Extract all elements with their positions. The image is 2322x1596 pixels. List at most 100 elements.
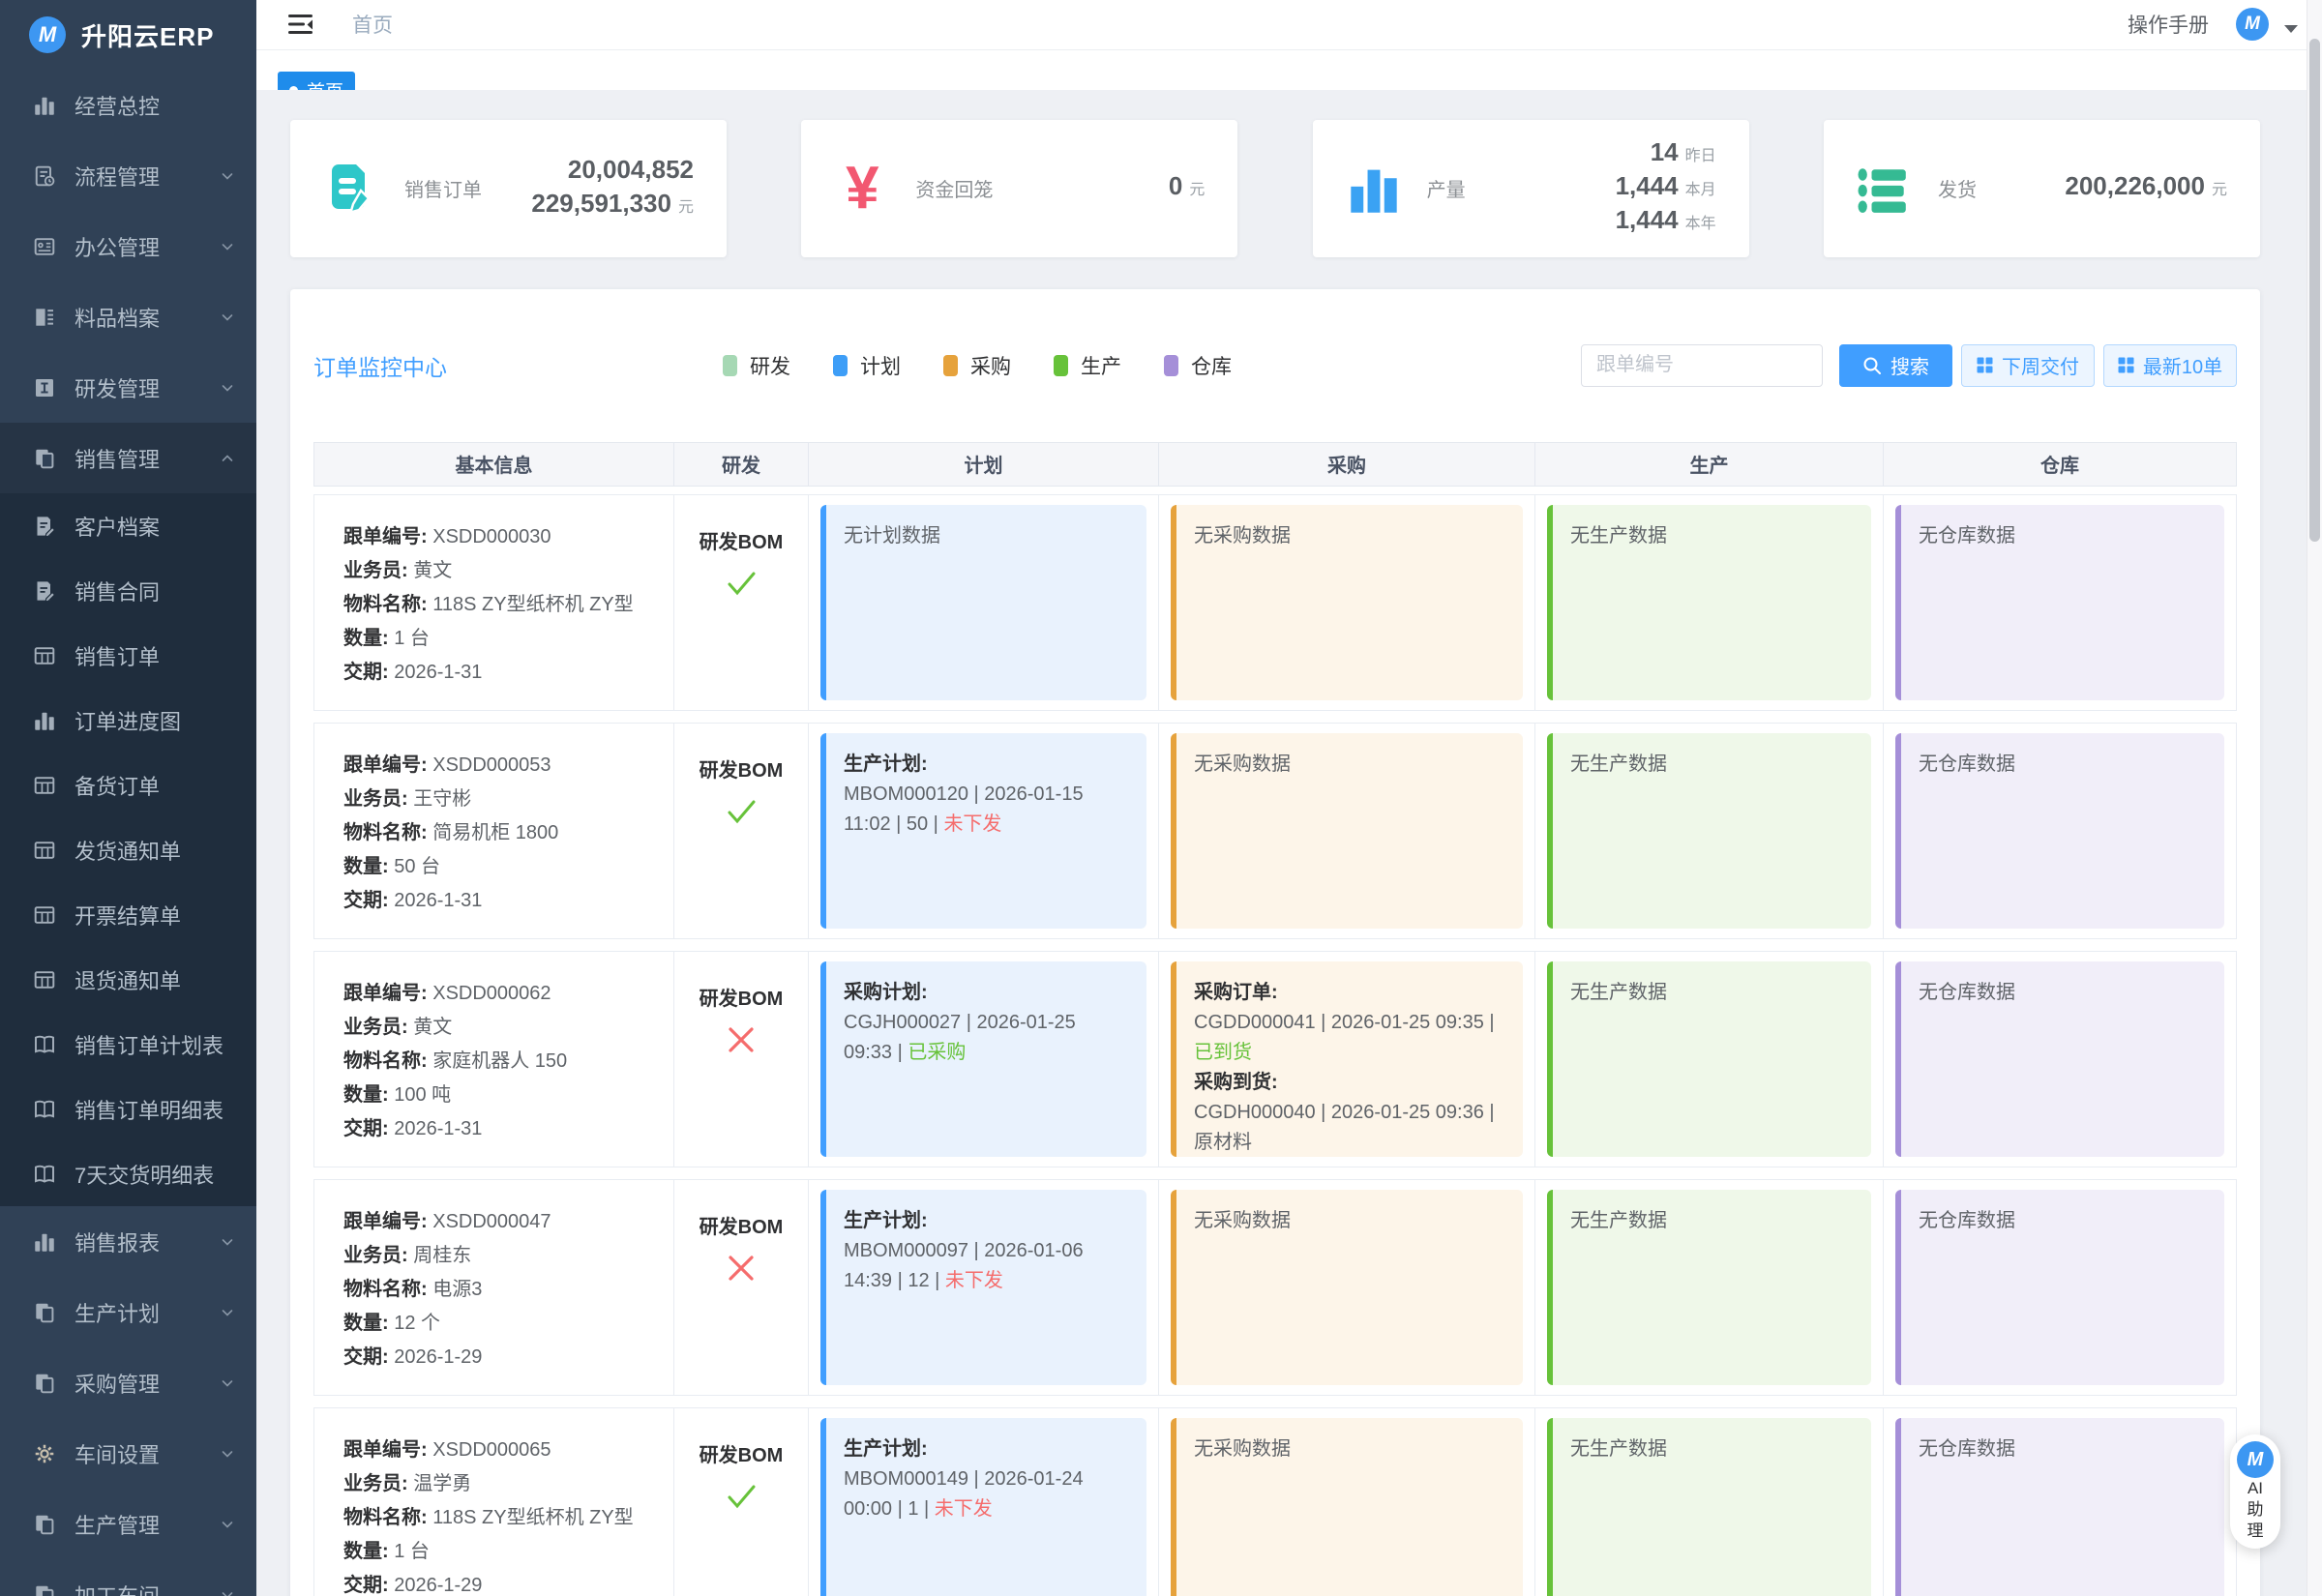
sidebar-item-customer-archive[interactable]: 客户档案 bbox=[0, 493, 256, 558]
search-button[interactable]: 搜索 bbox=[1839, 343, 1952, 387]
cell-production: 无生产数据 bbox=[1535, 951, 1884, 1167]
info-line: 业务员: 王守彬 bbox=[343, 787, 472, 810]
legend-color-chip bbox=[1054, 354, 1068, 376]
scrollbar-thumb[interactable] bbox=[2309, 39, 2320, 542]
sales-order-doc-icon bbox=[332, 163, 371, 215]
stat-card-label: 销售订单 bbox=[404, 180, 482, 202]
info-line: 交期: 2026-1-29 bbox=[343, 1574, 483, 1596]
sidebar-item-order-progress[interactable]: 订单进度图 bbox=[0, 688, 256, 753]
breadcrumb[interactable]: 首页 bbox=[352, 15, 393, 38]
plan-status-box: 采购计划: CGJH000027 | 2026-01-25 09:33 | 已采购 bbox=[820, 961, 1146, 1157]
status-empty-text: 无采购数据 bbox=[1194, 524, 1291, 547]
ai-assistant-label: AI bbox=[2247, 1479, 2264, 1497]
cell-rd-status: 研发BOM bbox=[674, 1179, 809, 1395]
sidebar-item-production-plan[interactable]: 生产计划 bbox=[0, 1277, 256, 1347]
search-input[interactable] bbox=[1581, 343, 1823, 387]
box-icon bbox=[33, 306, 56, 329]
legend-label: 仓库 bbox=[1191, 355, 1232, 378]
chevron-down-icon bbox=[220, 239, 235, 254]
legend-label: 生产 bbox=[1081, 355, 1121, 378]
app-logo-icon: M bbox=[29, 16, 66, 53]
sidebar-item-business-overview[interactable]: 经营总控 bbox=[0, 70, 256, 140]
chevron-down-icon bbox=[220, 1234, 235, 1250]
status-line-title: 生产计划: bbox=[844, 1209, 928, 1231]
table-row: 跟单编号: XSDD000047 业务员: 周桂东 物料名称: 电源3 数量: 12 … bbox=[313, 1178, 2237, 1396]
rd-bom-label: 研发BOM bbox=[699, 759, 784, 782]
user-menu-caret-icon[interactable] bbox=[2284, 25, 2298, 34]
stat-value-line: 200,226,000 元 bbox=[2065, 171, 2227, 201]
ai-assistant-button[interactable]: M AI 助 理 bbox=[2230, 1434, 2280, 1549]
stat-value-line: 1,444 本月 bbox=[1615, 171, 1716, 201]
column-header-production: 生产 bbox=[1535, 442, 1884, 486]
tags-view-bar: 首页 bbox=[256, 49, 2322, 90]
sidebar-item-label: 开票结算单 bbox=[74, 903, 182, 929]
next-week-delivery-button[interactable]: 下周交付 bbox=[1961, 343, 2095, 387]
user-avatar[interactable]: M bbox=[2236, 8, 2269, 42]
info-line: 数量: 50 台 bbox=[343, 855, 441, 877]
sidebar-item-workshop-settings[interactable]: 车间设置 bbox=[0, 1418, 256, 1489]
sidebar-item-label: 发货通知单 bbox=[74, 839, 182, 864]
status-line-title: 采购计划: bbox=[844, 981, 928, 1003]
sidebar-item-return-notice[interactable]: 退货通知单 bbox=[0, 947, 256, 1012]
cell-warehouse: 无仓库数据 bbox=[1884, 724, 2236, 938]
status-empty-text: 无仓库数据 bbox=[1919, 753, 2015, 775]
tab-home[interactable]: 首页 bbox=[278, 71, 356, 90]
sidebar-item-process-mgmt[interactable]: 流程管理 bbox=[0, 140, 256, 211]
table-icon bbox=[33, 968, 56, 991]
latest-10-orders-button[interactable]: 最新10单 bbox=[2103, 343, 2237, 387]
info-line: 交期: 2026-1-29 bbox=[343, 1345, 483, 1368]
status-empty-text: 无仓库数据 bbox=[1919, 1209, 2015, 1231]
stat-card-values: 200,226,000 元 bbox=[2065, 171, 2227, 205]
rd-bom-label: 研发BOM bbox=[699, 531, 784, 553]
rd-bom-label: 研发BOM bbox=[699, 988, 784, 1010]
book-icon bbox=[33, 1098, 56, 1121]
bars-icon bbox=[1346, 161, 1402, 217]
stat-value-line: 14 昨日 bbox=[1650, 137, 1716, 167]
table-icon bbox=[33, 903, 56, 927]
cell-purchase: 无采购数据 bbox=[1159, 723, 1535, 938]
sidebar-item-sales-contract[interactable]: 销售合同 bbox=[0, 558, 256, 623]
warehouse-status-box: 无仓库数据 bbox=[1895, 732, 2224, 929]
cell-warehouse: 无仓库数据 bbox=[1884, 1408, 2236, 1596]
status-line-detail: CGDH000040 | 2026-01-25 09:36 | 原材料 bbox=[1194, 1101, 1495, 1153]
pages-icon bbox=[33, 447, 56, 470]
sidebar-item-sales-mgmt[interactable]: 销售管理 bbox=[0, 423, 256, 493]
production-status-box: 无生产数据 bbox=[1547, 732, 1871, 929]
sidebar-item-rd-mgmt[interactable]: 研发管理 bbox=[0, 352, 256, 423]
stat-value-line: 1,444 本年 bbox=[1615, 205, 1716, 235]
stat-value-line: 20,004,852 bbox=[567, 154, 694, 184]
sidebar-item-shipping-notice[interactable]: 发货通知单 bbox=[0, 817, 256, 882]
column-header-basic-info: 基本信息 bbox=[314, 442, 674, 486]
sidebar-item-invoice-settlement[interactable]: 开票结算单 bbox=[0, 882, 256, 947]
table-row: 跟单编号: XSDD000065 业务员: 温学勇 物料名称: 118S ZY型纸杯… bbox=[313, 1406, 2237, 1596]
manual-link[interactable]: 操作手册 bbox=[2128, 15, 2209, 38]
status-empty-text: 无仓库数据 bbox=[1919, 524, 2015, 547]
sidebar-item-production-mgmt[interactable]: 生产管理 bbox=[0, 1489, 256, 1559]
sidebar-item-stock-order[interactable]: 备货订单 bbox=[0, 753, 256, 817]
sidebar-item-sales-order-plan[interactable]: 销售订单计划表 bbox=[0, 1012, 256, 1077]
warehouse-status-box: 无仓库数据 bbox=[1895, 961, 2224, 1157]
ai-assistant-logo-icon: M bbox=[2237, 1441, 2274, 1478]
sidebar-item-label: 办公管理 bbox=[74, 235, 161, 260]
sidebar-item-office-mgmt[interactable]: 办公管理 bbox=[0, 211, 256, 281]
cell-production: 无生产数据 bbox=[1535, 1407, 1884, 1596]
sidebar-item-sales-report[interactable]: 销售报表 bbox=[0, 1206, 256, 1277]
status-line-detail: MBOM000149 | 2026-01-24 00:00 | 1 | 未下发 bbox=[844, 1467, 1084, 1520]
book-icon bbox=[33, 1163, 56, 1186]
sidebar-item-processing-workshop[interactable]: 加工车间 bbox=[0, 1559, 256, 1596]
purchase-status-box: 无采购数据 bbox=[1171, 504, 1523, 700]
legend-color-chip bbox=[1164, 354, 1178, 376]
vertical-scrollbar[interactable] bbox=[2307, 0, 2322, 1596]
card-icon bbox=[33, 235, 56, 258]
chevron-down-icon bbox=[220, 1375, 235, 1391]
sidebar-collapse-icon[interactable] bbox=[288, 14, 313, 35]
latest-10-orders-label: 最新10单 bbox=[2142, 357, 2223, 379]
sidebar-item-7day-delivery-detail[interactable]: 7天交货明细表 bbox=[0, 1141, 256, 1206]
sidebar-item-sales-order[interactable]: 销售订单 bbox=[0, 623, 256, 688]
sidebar-item-purchase-mgmt[interactable]: 采购管理 bbox=[0, 1347, 256, 1418]
sidebar-item-sales-order-detail[interactable]: 销售订单明细表 bbox=[0, 1077, 256, 1141]
sidebar-item-material-archive[interactable]: 料品档案 bbox=[0, 281, 256, 352]
